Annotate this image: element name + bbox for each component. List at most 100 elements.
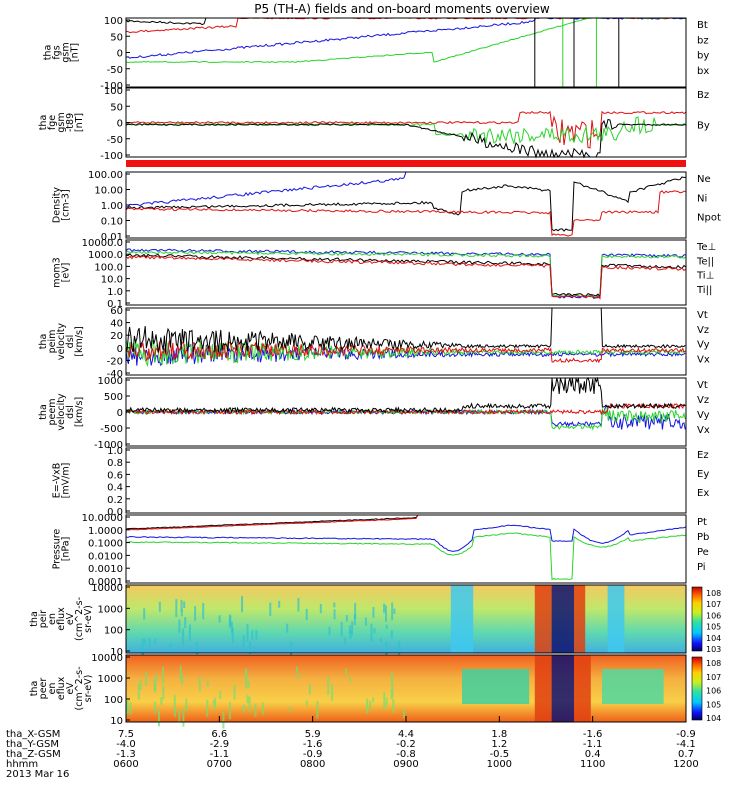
y-axis-label: fgs xyxy=(52,45,63,59)
y-tick-label: 100 xyxy=(104,16,123,27)
y-tick-label: 0.0010 xyxy=(88,564,123,575)
spectrogram-streak xyxy=(333,602,336,608)
spectrogram xyxy=(126,585,686,653)
y-axis-label: Pressure xyxy=(52,529,63,570)
spectrogram-streak xyxy=(139,680,142,691)
y-axis-label: [nPa] xyxy=(61,537,72,562)
legend-item: Ez xyxy=(697,450,709,461)
spectrogram-band xyxy=(534,585,552,653)
spectrogram-streak xyxy=(158,709,161,727)
y-axis-label: Density xyxy=(52,187,63,223)
spectrogram-streak xyxy=(218,615,221,623)
panel-6: Vt Vz Vy Vx 1000 500 0 -500 -1000 thapeemvelocity… xyxy=(38,376,710,451)
spectrogram xyxy=(126,655,686,722)
y-tick-label: 100 xyxy=(104,86,123,97)
panel-frame xyxy=(125,447,687,514)
spectrogram-streak xyxy=(246,694,249,704)
y-tick-label: 0.4 xyxy=(107,483,123,494)
spectrogram-streak xyxy=(278,600,281,608)
y-axis-label: fge xyxy=(47,115,58,130)
panel-bg xyxy=(126,18,686,87)
legend-item: bx xyxy=(697,66,709,77)
x-tick-label: -1.6 xyxy=(583,729,603,740)
legend-item: Vz xyxy=(697,395,709,406)
spectrogram-streak xyxy=(169,642,172,651)
x-row-label: tha_Y-GSM xyxy=(6,739,59,750)
spectrogram-streak xyxy=(247,680,250,688)
y-axis-label: gsm xyxy=(56,112,67,132)
y-tick-label: 0.0100 xyxy=(88,551,123,562)
spectrogram-streak xyxy=(246,623,249,642)
spectrogram-streak xyxy=(194,606,197,621)
legend-item: Vt xyxy=(697,380,708,391)
y-tick-label: 100.00 xyxy=(88,170,123,181)
x-tick-label: -2.9 xyxy=(210,739,230,750)
y-axis-label: [km/s] xyxy=(74,397,85,427)
y-axis-label: en xyxy=(47,683,58,695)
spectrogram-streak xyxy=(242,635,245,648)
y-tick-label: 0.10 xyxy=(101,217,123,228)
colorbar-tick: 104 xyxy=(706,714,721,723)
legend-item: Vy xyxy=(697,410,710,421)
y-axis-label: [eV] xyxy=(61,263,72,283)
legend-item: Vz xyxy=(697,325,709,336)
spectrogram-streak xyxy=(206,699,209,717)
spectrogram-streak xyxy=(184,617,187,629)
x-tick-label: 1100 xyxy=(580,759,605,770)
y-axis-label: [cm-3] xyxy=(61,189,72,220)
colorbar-tick: 107 xyxy=(706,600,721,609)
spectrogram-streak xyxy=(254,703,257,717)
spectrogram-streak xyxy=(398,640,401,655)
spectrogram-streak xyxy=(181,674,184,685)
legend-item: Vx xyxy=(697,425,710,436)
y-axis-label: dsl xyxy=(65,405,76,419)
y-tick-label: 1000 xyxy=(98,604,123,615)
legend-item: Vx xyxy=(697,354,710,365)
spectrogram-band xyxy=(551,655,574,722)
colorbar-tick: 107 xyxy=(706,673,721,682)
spectrogram-streak xyxy=(180,609,183,617)
panel-9: 10810710610510410310000100010010thapeire… xyxy=(29,583,721,659)
y-tick-label: -40 xyxy=(107,369,123,380)
y-axis-label: tha xyxy=(29,681,40,697)
x-row-label: tha_X-GSM xyxy=(6,729,60,740)
y-axis-label: mom3 xyxy=(52,257,63,287)
y-tick-label: 50 xyxy=(110,102,123,113)
y-axis-label: -t89 xyxy=(65,113,76,132)
spectrogram-streak xyxy=(364,617,367,626)
y-tick-label: 0.1 xyxy=(107,299,123,310)
spectrogram-streak xyxy=(349,629,352,639)
series-bz xyxy=(125,110,687,149)
x-tick-label: -0.5 xyxy=(490,749,510,760)
spectrogram-streak xyxy=(233,685,236,700)
y-axis-label: [mV/m] xyxy=(61,463,72,499)
y-tick-label: -20 xyxy=(107,356,123,367)
spectrogram-streak xyxy=(290,641,293,658)
spectrogram-band xyxy=(462,669,530,704)
spectrogram-band xyxy=(450,585,474,653)
spectrogram-streak xyxy=(248,641,251,654)
spectrogram-streak xyxy=(391,677,394,683)
y-tick-label: 0.8 xyxy=(107,458,123,469)
x-tick-label: 0.7 xyxy=(678,749,694,760)
spectrogram-streak xyxy=(305,700,308,706)
spectrogram-band xyxy=(574,655,591,722)
y-tick-label: -1000 xyxy=(94,440,123,451)
x-tick-label: 0800 xyxy=(300,759,325,770)
spectrogram-streak xyxy=(145,672,148,686)
spectrogram-streak xyxy=(286,623,289,633)
y-tick-label: 0 xyxy=(117,49,123,60)
series-ne xyxy=(125,190,686,237)
spectrogram-streak xyxy=(333,609,336,620)
panel-bg xyxy=(126,240,686,305)
spectrogram-streak xyxy=(182,628,185,646)
spectrogram-streak xyxy=(345,615,348,622)
legend-item: Te|| xyxy=(696,256,714,267)
legend-item: Ne xyxy=(697,174,711,185)
spectrogram-streak xyxy=(248,696,251,712)
y-tick-label: -50 xyxy=(107,135,123,146)
y-tick-label: 1.0 xyxy=(107,287,123,298)
series-te-perp xyxy=(125,255,687,300)
colorbar-tick: 106 xyxy=(706,611,721,620)
